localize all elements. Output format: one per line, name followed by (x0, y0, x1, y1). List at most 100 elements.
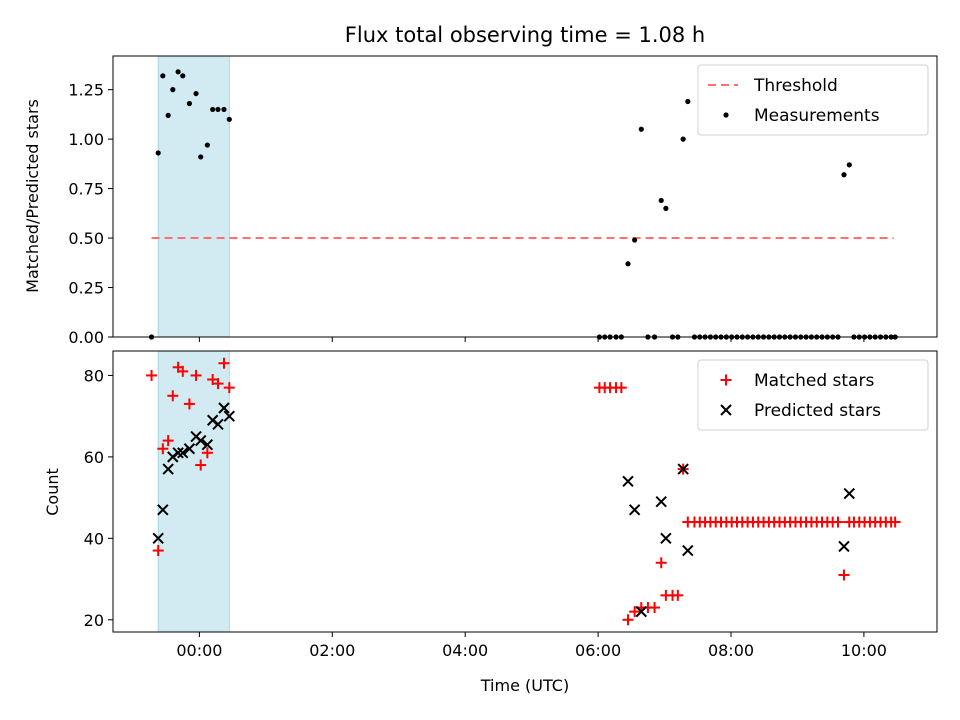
x-tick-label: 10:00 (841, 641, 887, 660)
data-point-1-0-13 (218, 357, 230, 369)
y-tick-label: 0.00 (68, 328, 104, 347)
legend: Threshold Measurements (697, 64, 929, 136)
data-point-0-0-8 (193, 90, 199, 97)
data-point-1-0-58 (832, 516, 844, 528)
data-point-1-0-10 (201, 447, 213, 459)
legend-swatch (723, 112, 729, 118)
data-point-0-0-9 (198, 154, 204, 160)
data-point-1-0-19 (615, 382, 627, 394)
data-point-1-1-20 (682, 544, 694, 557)
data-point-1-1-18 (660, 532, 672, 545)
count-panel: 20 40 60 80 00:00 02:00 04:00 06:00 08:00 10:00 Ma… (84, 350, 938, 660)
legend-box (697, 359, 929, 431)
data-point-1-0-7 (183, 398, 195, 410)
y-axis-title-ratio: Matched/Predicted stars (23, 99, 42, 293)
data-point-1-0-1 (152, 545, 164, 557)
data-point-0-0-6 (180, 73, 186, 79)
data-point-0-0-7 (186, 100, 193, 107)
data-point-1-1-14 (622, 475, 634, 488)
observing-span (157, 55, 230, 338)
data-point-1-0-28 (672, 589, 684, 601)
legend: Matched stars Predicted stars (697, 359, 929, 431)
ratio-panel: 0.00 0.25 0.50 0.75 1.00 1.25 Threshold Measure… (68, 55, 938, 347)
legend-label: Matched stars (754, 371, 874, 391)
x-tick-label: 08:00 (708, 641, 754, 660)
y-tick-label: 1.00 (68, 130, 104, 149)
x-axis-title: Time (UTC) (480, 676, 569, 695)
data-point-0-0-60 (846, 162, 852, 168)
data-point-0-0-13 (221, 106, 227, 113)
data-point-1-1-0 (152, 532, 164, 545)
data-point-0-0-3 (165, 112, 171, 118)
y-tick-label: 60 (84, 448, 104, 467)
x-tick-label: 06:00 (575, 641, 621, 660)
x-tick-label: 00:00 (176, 641, 222, 660)
y-tick-label: 20 (84, 611, 104, 630)
data-point-1-1-5 (177, 447, 189, 459)
data-point-1-0-21 (629, 606, 641, 618)
chart-title: Flux total observing time = 1.08 h (345, 23, 705, 47)
data-point-1-1-11 (212, 418, 224, 431)
data-point-1-1-19 (677, 463, 689, 475)
data-point-0-0-25 (658, 197, 664, 204)
data-point-1-0-25 (655, 557, 667, 569)
data-point-1-1-1 (157, 504, 169, 516)
data-point-1-0-59 (838, 569, 850, 581)
data-point-1-0-9 (195, 459, 207, 471)
data-point-1-0-12 (212, 378, 224, 390)
data-point-0-0-10 (204, 142, 210, 148)
y-tick-label: 80 (84, 366, 104, 385)
data-point-1-1-6 (183, 443, 196, 455)
data-point-1-0-6 (177, 365, 189, 377)
data-point-0-0-12 (215, 106, 221, 113)
legend-swatch (720, 404, 732, 416)
x-tick-label: 04:00 (442, 641, 488, 660)
data-point-0-0-14 (226, 116, 232, 122)
x-tick-label: 02:00 (309, 641, 355, 660)
data-point-1-0-24 (649, 602, 661, 614)
data-point-1-0-14 (223, 382, 235, 394)
data-point-1-1-22 (843, 487, 855, 500)
legend-label: Measurements (754, 106, 880, 126)
data-point-0-0-5 (175, 69, 181, 75)
data-point-0-0-21 (632, 237, 638, 243)
data-point-1-1-16 (635, 605, 647, 618)
data-point-1-1-13 (223, 410, 235, 422)
data-point-1-0-20 (622, 614, 634, 626)
legend-label: Threshold (753, 76, 838, 96)
data-point-0-0-2 (160, 73, 166, 79)
data-point-0-0-29 (680, 136, 686, 142)
data-point-1-0-8 (190, 369, 202, 381)
data-point-0-0-26 (663, 205, 669, 211)
data-point-1-0-2 (157, 443, 169, 455)
data-point-0-0-4 (170, 87, 176, 93)
y-tick-label: 0.25 (68, 279, 104, 298)
y-tick-label: 0.75 (68, 180, 104, 199)
data-point-1-1-4 (172, 447, 184, 459)
data-point-1-0-4 (167, 390, 179, 402)
data-point-1-1-15 (628, 504, 641, 516)
data-point-1-1-12 (218, 402, 230, 414)
data-point-0-0-59 (841, 172, 847, 178)
data-point-0-0-22 (638, 126, 644, 132)
data-point-1-0-69 (889, 516, 901, 528)
y-tick-label: 0.50 (68, 229, 104, 248)
data-point-1-1-17 (655, 495, 667, 508)
y-tick-label: 1.25 (68, 81, 104, 100)
data-point-0-0-20 (625, 261, 631, 267)
data-point-1-1-21 (838, 540, 850, 553)
observing-span (157, 350, 230, 633)
data-point-0-0-11 (210, 106, 216, 113)
data-point-1-1-9 (201, 438, 214, 451)
legend-box (697, 64, 929, 136)
data-point-1-1-8 (195, 434, 207, 447)
data-point-1-1-2 (162, 463, 174, 475)
legend-label: Predicted stars (754, 401, 881, 421)
data-point-1-0-3 (162, 435, 174, 447)
legend-swatch (720, 374, 732, 386)
data-point-0-0-1 (155, 150, 161, 156)
y-tick-label: 40 (84, 529, 104, 548)
y-axis-title-count: Count (43, 468, 62, 516)
data-point-1-0-0 (146, 369, 158, 381)
